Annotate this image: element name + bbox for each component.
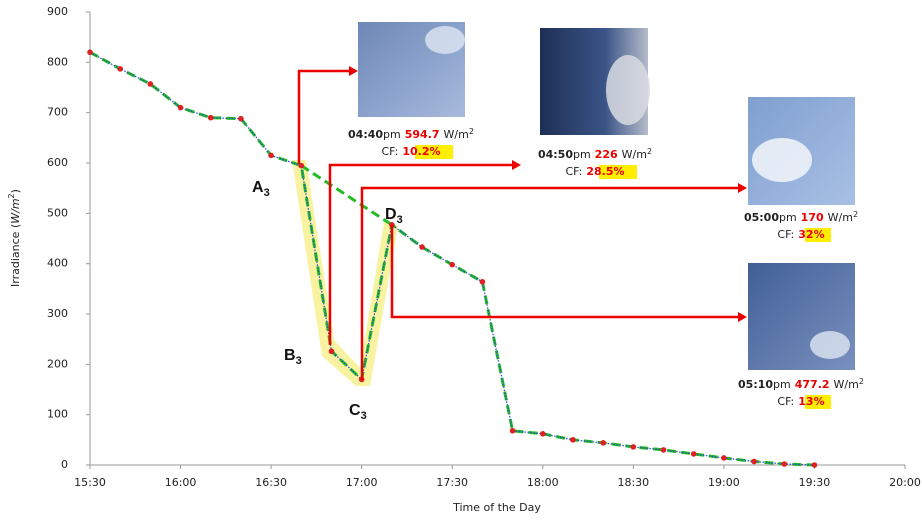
- point-sub: 3: [361, 410, 367, 422]
- y-tick-label: 200: [47, 357, 68, 370]
- point-letter: B: [284, 347, 296, 364]
- y-tick-label: 500: [47, 206, 68, 219]
- caption-unit: W/m: [828, 211, 853, 224]
- point-label: A3: [252, 179, 270, 199]
- cf-label: CF:: [777, 228, 794, 241]
- data-point: [419, 244, 425, 250]
- cf-caption: CF: 28.5%: [565, 165, 624, 178]
- caption: 05:00pm 170 W/m2: [744, 210, 858, 225]
- cf-value: 10.2%: [402, 145, 440, 158]
- cf-value: 28.5%: [586, 165, 624, 178]
- caption-ampm: pm: [383, 128, 401, 141]
- y-tick-label: 900: [47, 5, 68, 18]
- point-label: D3: [385, 206, 403, 226]
- y-tick-label: 100: [47, 408, 68, 421]
- data-point: [631, 444, 637, 450]
- caption-value: 170: [801, 211, 824, 224]
- data-point: [781, 461, 787, 467]
- x-tick-label: 16:30: [255, 476, 287, 489]
- chart: 0 100 200 300 400 500 600 700 800 900 15:30 16:00 16…: [0, 0, 922, 521]
- cf-caption: CF: 32%: [777, 228, 824, 241]
- caption-sup: 2: [647, 147, 652, 156]
- cf-label: CF:: [381, 145, 398, 158]
- data-point: [721, 455, 727, 461]
- x-tick-label: 17:30: [436, 476, 468, 489]
- point-sub: 3: [264, 187, 270, 199]
- point-sub: 3: [296, 355, 302, 367]
- y-axis-label: Irradiance (W/m2): [7, 189, 22, 287]
- x-tick-label: 20:00: [889, 476, 921, 489]
- x-axis-label: Time of the Day: [452, 501, 541, 514]
- data-point: [329, 348, 335, 354]
- data-point: [480, 279, 486, 285]
- caption-time: 04:40: [348, 128, 383, 141]
- data-point: [208, 115, 214, 121]
- caption-value: 477.2: [795, 378, 830, 391]
- x-tick-label: 15:30: [74, 476, 106, 489]
- cf-label: CF:: [777, 395, 794, 408]
- caption: 05:10pm 477.2 W/m2: [738, 377, 864, 392]
- plot: 0 100 200 300 400 500 600 700 800 900 15:30 16:00 16…: [47, 5, 921, 489]
- x-tick-label: 19:30: [799, 476, 831, 489]
- point-letter: A: [252, 179, 264, 196]
- data-point: [148, 81, 154, 87]
- caption-ampm: pm: [573, 148, 591, 161]
- y-tick-label: 300: [47, 307, 68, 320]
- caption-time: 04:50: [538, 148, 573, 161]
- caption-value: 226: [595, 148, 618, 161]
- data-point: [268, 153, 274, 159]
- cf-caption: CF: 10.2%: [381, 145, 440, 158]
- caption-unit: W/m: [834, 378, 859, 391]
- data-point: [600, 440, 606, 446]
- caption-sup: 2: [859, 377, 864, 386]
- point-letter: C: [349, 402, 361, 419]
- data-point: [540, 431, 546, 437]
- point-label: B3: [284, 347, 302, 367]
- caption-unit: W/m: [622, 148, 647, 161]
- x-tick-label: 18:00: [527, 476, 559, 489]
- caption-unit: W/m: [444, 128, 469, 141]
- caption-ampm: pm: [773, 378, 791, 391]
- caption-sup: 2: [469, 127, 474, 136]
- caption-value: 594.7: [405, 128, 440, 141]
- cf-value: 13%: [798, 395, 824, 408]
- data-point: [751, 459, 757, 465]
- data-point: [178, 105, 184, 111]
- caption-ampm: pm: [779, 211, 797, 224]
- data-point: [510, 428, 516, 434]
- caption: 04:50pm 226 W/m2: [538, 147, 652, 162]
- y-tick-label: 0: [61, 458, 68, 471]
- data-point: [691, 451, 697, 457]
- data-point: [87, 49, 93, 55]
- trend-bridge: [301, 166, 392, 225]
- cf-caption: CF: 13%: [777, 395, 824, 408]
- cf-label: CF:: [565, 165, 582, 178]
- x-tick-label: 16:00: [165, 476, 197, 489]
- data-point: [238, 116, 244, 122]
- caption-time: 05:00: [744, 211, 779, 224]
- data-point: [117, 66, 123, 72]
- caption: 04:40pm 594.7 W/m2: [348, 127, 474, 142]
- data-point: [661, 447, 667, 453]
- x-tick-label: 19:00: [708, 476, 740, 489]
- data-point: [449, 262, 455, 268]
- point-label: C3: [349, 402, 367, 422]
- point-letter: D: [385, 206, 397, 223]
- caption-sup: 2: [853, 210, 858, 219]
- y-tick-label: 800: [47, 55, 68, 68]
- x-tick-label: 18:30: [617, 476, 649, 489]
- cf-value: 32%: [798, 228, 824, 241]
- data-point: [812, 462, 818, 468]
- y-tick-label: 600: [47, 156, 68, 169]
- x-tick-label: 17:00: [346, 476, 378, 489]
- point-sub: 3: [397, 214, 403, 226]
- y-tick-label: 400: [47, 257, 68, 270]
- data-point: [570, 437, 576, 443]
- y-tick-label: 700: [47, 106, 68, 119]
- caption-time: 05:10: [738, 378, 773, 391]
